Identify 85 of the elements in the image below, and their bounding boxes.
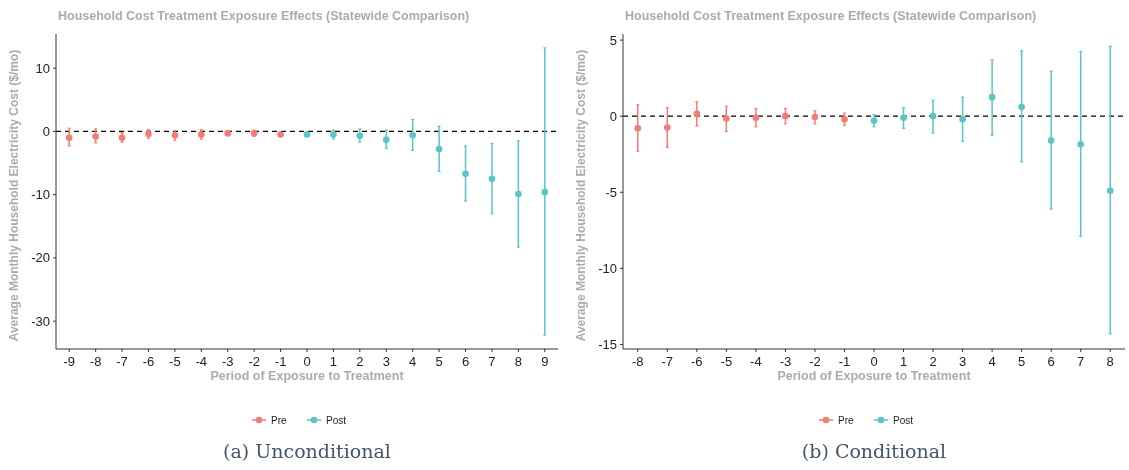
x-tick-label: -9 xyxy=(63,354,75,369)
x-tick-label: -6 xyxy=(142,354,155,369)
x-tick-label: -8 xyxy=(89,354,102,369)
y-tick-label: -15 xyxy=(598,336,617,352)
x-tick-label: 1 xyxy=(329,354,338,369)
x-tick-label: 6 xyxy=(1047,354,1055,369)
x-axis-title: Period of Exposure to Treatment xyxy=(777,369,972,383)
x-tick-label: 1 xyxy=(899,354,908,369)
chart-title: Household Cost Treatment Exposure Effects (Statewide Comparison) xyxy=(58,9,470,23)
x-tick-label: -6 xyxy=(691,354,703,369)
point xyxy=(634,125,642,132)
y-tick-label: 0 xyxy=(42,123,50,139)
x-tick-label: 5 xyxy=(1018,354,1026,369)
x-tick-label: 4 xyxy=(988,354,996,369)
x-tick-label: -5 xyxy=(169,354,181,369)
point xyxy=(900,114,907,121)
y-axis-title: Average Monthly Household Electricity Cost ($/mo) xyxy=(7,49,21,342)
x-tick-label: 0 xyxy=(303,354,311,369)
y-tick-label: 0 xyxy=(609,108,617,124)
point xyxy=(541,188,549,196)
x-tick-label: -7 xyxy=(116,354,128,369)
x-tick-label: 0 xyxy=(870,354,878,369)
x-tick-label: 9 xyxy=(541,354,549,369)
point xyxy=(929,112,937,120)
point xyxy=(693,110,701,118)
y-tick-label: -10 xyxy=(598,260,617,276)
x-tick-label: -8 xyxy=(631,354,644,369)
point xyxy=(382,136,390,143)
y-tick-label: -20 xyxy=(31,250,50,266)
point xyxy=(1018,103,1025,111)
text: (b) Conditional xyxy=(801,440,947,462)
y-tick-label: -10 xyxy=(31,187,50,203)
x-tick-label: 3 xyxy=(958,354,967,369)
y-axis-title: Average Monthly Household Electricity Cost ($/mo) xyxy=(574,49,588,342)
x-tick-label: 4 xyxy=(409,354,417,369)
legend-label: Post xyxy=(326,414,347,426)
point xyxy=(811,113,819,121)
y-tick-label: 5 xyxy=(609,32,617,48)
y-tick-label: -5 xyxy=(605,184,617,200)
x-tick-label: -5 xyxy=(720,354,733,369)
y-tick-label: 10 xyxy=(35,60,50,76)
x-tick-label: -2 xyxy=(809,354,821,369)
text: (a) Unconditional xyxy=(223,440,391,462)
x-tick-label: 3 xyxy=(382,354,390,369)
point xyxy=(723,115,730,122)
x-tick-label: -2 xyxy=(248,354,260,369)
point xyxy=(782,112,789,120)
point xyxy=(959,115,966,123)
x-tick-label: 8 xyxy=(1106,354,1114,369)
x-tick-label: 2 xyxy=(929,354,937,369)
point xyxy=(1077,141,1085,148)
point xyxy=(488,175,496,183)
x-tick-label: -1 xyxy=(838,354,851,369)
point xyxy=(409,131,416,139)
point xyxy=(515,190,522,198)
point xyxy=(462,170,469,178)
x-axis-title: Period of Exposure to Treatment xyxy=(210,369,405,383)
point xyxy=(870,117,878,125)
point xyxy=(92,133,99,140)
point xyxy=(1106,187,1114,195)
x-tick-label: 5 xyxy=(435,354,443,369)
point xyxy=(65,134,73,142)
x-tick-label: -3 xyxy=(221,354,234,369)
legend-label: Pre xyxy=(271,414,287,426)
x-tick-label: -4 xyxy=(750,354,762,369)
x-tick-label: 8 xyxy=(514,354,522,369)
point xyxy=(663,124,671,131)
x-tick-label: 6 xyxy=(461,354,470,369)
x-tick-label: 2 xyxy=(356,354,364,369)
x-tick-label: -1 xyxy=(274,354,287,369)
x-tick-label: -4 xyxy=(195,354,208,369)
y-tick-label: -30 xyxy=(31,313,50,329)
x-tick-label: 7 xyxy=(488,354,496,369)
point xyxy=(752,114,760,121)
point xyxy=(841,115,848,123)
x-tick-label: 7 xyxy=(1077,354,1085,369)
point xyxy=(1047,137,1055,144)
x-tick-label: -3 xyxy=(779,354,792,369)
legend-label: Pre xyxy=(838,414,854,426)
chart-title: Household Cost Treatment Exposure Effects (Statewide Comparison) xyxy=(625,9,1037,23)
point xyxy=(356,132,364,140)
point xyxy=(988,93,996,101)
legend-label: Post xyxy=(893,414,914,426)
x-tick-label: -7 xyxy=(661,354,674,369)
point xyxy=(435,145,443,153)
